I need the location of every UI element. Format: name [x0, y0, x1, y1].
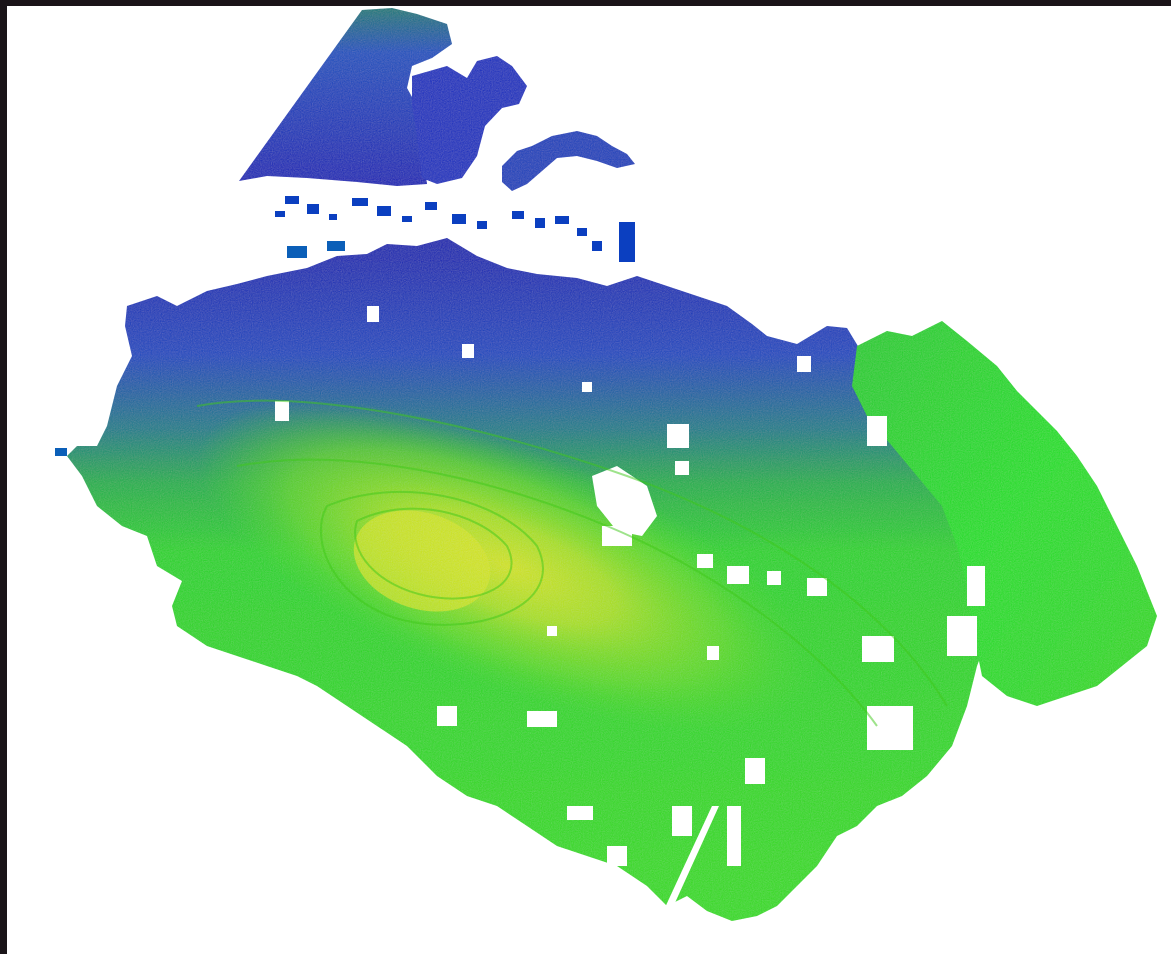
blue-ridge-structure [502, 131, 635, 191]
blue-block-structure [412, 56, 527, 184]
point-cloud-viewport[interactable] [7, 6, 1171, 954]
elevation-point-cloud[interactable] [7, 6, 1171, 954]
right-terrain-patch [852, 321, 1157, 706]
scattered-blue-fragments [55, 196, 635, 456]
summit-highlight [197, 399, 817, 733]
terrain-contours [196, 399, 948, 727]
data-gaps [275, 306, 985, 916]
blue-triangle-structure [239, 8, 452, 186]
